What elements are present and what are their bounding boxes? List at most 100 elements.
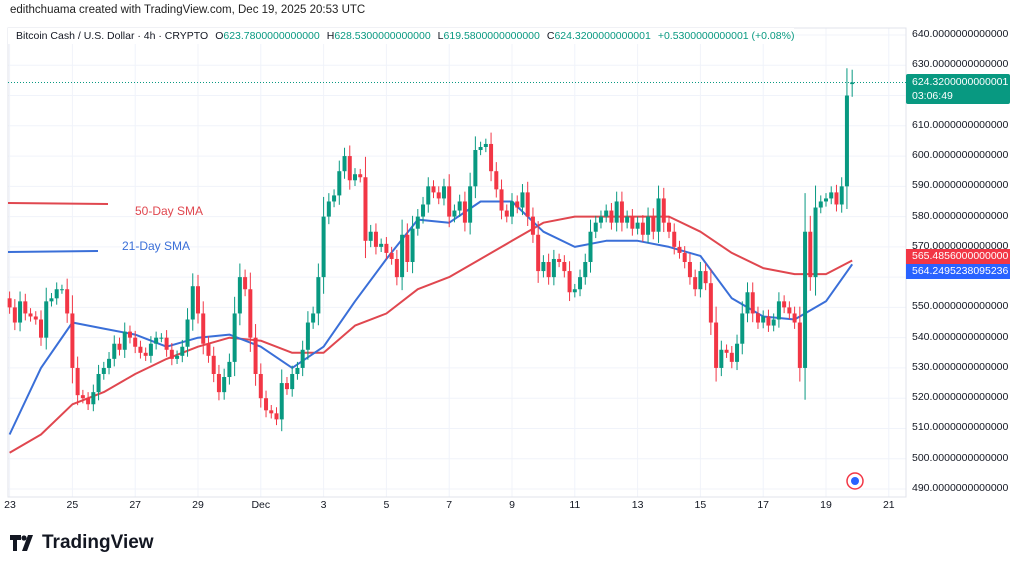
candle-body: [96, 373, 101, 393]
candle-body: [59, 289, 64, 291]
candle: [808, 215, 813, 291]
symbol-title[interactable]: Bitcoin Cash / U.S. Dollar · 4h · CRYPTO: [16, 30, 209, 42]
candle-body: [237, 277, 242, 314]
candle: [222, 368, 227, 400]
candle-body: [787, 307, 792, 314]
candle: [279, 369, 284, 432]
candle: [18, 291, 23, 332]
chart-credit: edithchuama created with TradingView.com…: [10, 4, 366, 16]
candle: [489, 132, 494, 182]
candle-body: [264, 398, 269, 411]
candle: [452, 204, 457, 223]
candle-body: [211, 355, 216, 374]
time-tick-label: 3: [320, 499, 327, 511]
candle: [33, 311, 38, 325]
candle: [39, 310, 43, 346]
candle: [740, 301, 745, 355]
candle-body: [201, 313, 206, 344]
candle-body: [159, 337, 164, 339]
candle: [656, 185, 661, 243]
time-tick-label: 11: [569, 499, 581, 511]
candle-body: [337, 171, 342, 196]
candle: [510, 193, 514, 225]
candle-body: [619, 201, 624, 223]
candle-body: [18, 301, 23, 323]
candle-body: [117, 343, 122, 350]
candle-body: [813, 207, 818, 278]
tradingview-logo[interactable]: TradingView: [10, 532, 154, 554]
candle-body: [295, 367, 300, 374]
candle: [630, 209, 635, 236]
candle: [190, 273, 195, 331]
candle: [557, 253, 562, 268]
candle-body: [625, 216, 630, 223]
candle-body: [441, 186, 446, 199]
candle-body: [133, 337, 138, 347]
candle: [687, 253, 692, 285]
candle: [483, 138, 488, 153]
candle: [264, 390, 269, 418]
candle: [415, 209, 420, 236]
candle: [258, 363, 263, 408]
candle: [635, 216, 640, 235]
candle-body: [290, 373, 295, 390]
candle-body: [510, 201, 514, 217]
candle: [525, 181, 530, 226]
candle-body: [384, 243, 389, 253]
candle: [541, 255, 546, 278]
candle-body: [745, 292, 750, 314]
candle: [745, 282, 750, 323]
candle-body: [557, 258, 562, 262]
candle: [342, 147, 347, 179]
candle-body: [101, 367, 106, 374]
candle-body: [530, 216, 535, 235]
candle-body: [850, 82, 855, 85]
candle-body: [520, 192, 525, 208]
candle-body: [342, 156, 347, 172]
candle-body: [206, 343, 211, 356]
candle: [792, 306, 797, 329]
candle: [672, 223, 677, 255]
candle: [384, 237, 389, 260]
candle: [667, 215, 671, 239]
candle-body: [598, 216, 603, 223]
candle: [782, 295, 787, 314]
candle-body: [436, 192, 441, 199]
candle-body: [7, 298, 12, 308]
candle: [148, 336, 153, 363]
candle: [91, 384, 96, 412]
time-tick-label: 13: [631, 499, 644, 511]
candle-body: [269, 410, 274, 414]
candle: [80, 389, 85, 404]
tradingview-logo-icon: [10, 535, 33, 551]
candle: [614, 191, 619, 232]
candle: [478, 141, 483, 156]
time-tick-label: Dec: [251, 499, 271, 511]
candle-body: [28, 313, 33, 317]
candle-body: [771, 319, 776, 326]
candle: [735, 334, 740, 371]
candle: [373, 223, 378, 255]
candle: [65, 278, 70, 323]
candle: [206, 336, 211, 363]
candle: [750, 282, 755, 323]
candle: [70, 295, 75, 384]
candle-body: [400, 234, 405, 278]
candle: [850, 69, 855, 97]
price-tick-label: 490.0000000000000: [912, 482, 1009, 494]
candle: [405, 223, 410, 272]
candle-body: [703, 271, 708, 284]
candle: [295, 361, 300, 380]
candle-body: [708, 283, 713, 323]
candle-body: [86, 398, 91, 405]
candle: [677, 240, 682, 259]
candle-body: [70, 313, 75, 368]
sma50-label: 50-Day SMA: [135, 204, 204, 218]
candle: [379, 238, 384, 253]
candle: [227, 353, 232, 385]
candle-body: [635, 222, 640, 229]
candle-body: [588, 231, 593, 262]
candle-body: [504, 210, 509, 217]
candle: [305, 311, 310, 360]
